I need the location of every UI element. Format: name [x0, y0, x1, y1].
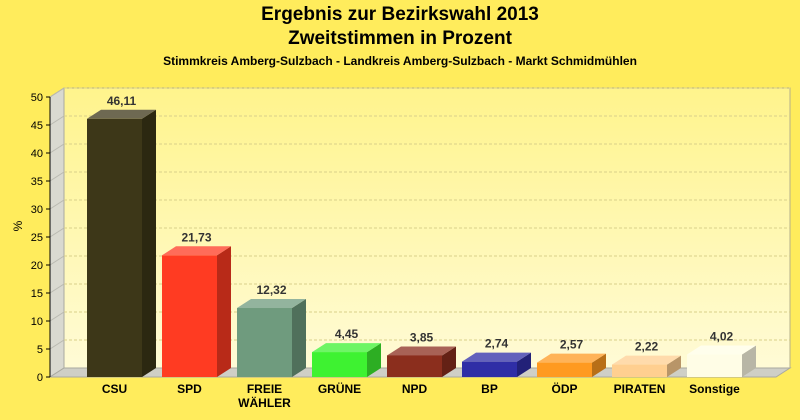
x-tick-label: WÄHLER: [238, 395, 291, 410]
data-label: 21,73: [181, 230, 211, 244]
bar-side: [667, 355, 681, 377]
bar-top: [462, 352, 531, 362]
grid-line-wall: [49, 143, 65, 154]
bar-side: [442, 346, 456, 377]
y-tick-label: 25: [31, 232, 43, 244]
bar-front: [162, 255, 217, 377]
bar-side: [292, 299, 306, 377]
y-tick-label: 15: [31, 288, 43, 300]
y-tick-label: 10: [31, 316, 43, 328]
bar-front: [612, 364, 667, 377]
grid-line-wall: [49, 283, 65, 294]
bar-side: [142, 109, 156, 377]
bar-csu: [87, 109, 156, 377]
bar-top: [237, 299, 306, 309]
grid-line-wall: [49, 311, 65, 322]
bar-bp: [462, 352, 531, 377]
bar-spd: [162, 246, 231, 377]
x-tick-label: GRÜNE: [318, 381, 361, 396]
bar-front: [537, 362, 592, 377]
bar-front: [312, 352, 367, 377]
x-tick-label: BP: [481, 382, 498, 396]
bar-side: [742, 345, 756, 377]
x-tick-label: CSU: [102, 382, 127, 396]
x-tick-label: NPD: [402, 382, 428, 396]
x-tick-label: FREIE: [247, 382, 282, 396]
bar-top: [687, 345, 756, 355]
bar-grüne: [312, 343, 381, 377]
bar-top: [612, 355, 681, 365]
y-tick-label: 5: [37, 344, 43, 356]
y-tick-label: 45: [31, 120, 43, 132]
grid-line-wall: [49, 171, 65, 182]
bar-side: [517, 352, 531, 377]
grid-line-wall: [49, 227, 65, 238]
bar-side: [217, 246, 231, 377]
chart-subtitle: Zweitstimmen in Prozent: [288, 28, 512, 49]
bar-side: [592, 353, 606, 377]
bar-sonstige: [687, 345, 756, 377]
x-tick-label: ÖDP: [551, 381, 577, 396]
bar-top: [312, 343, 381, 353]
bar-freie-wähler: [237, 299, 306, 377]
bar-top: [537, 353, 606, 363]
bar-top: [162, 246, 231, 256]
data-label: 12,32: [256, 283, 286, 297]
grid-line-wall: [49, 87, 65, 98]
data-label: 2,74: [485, 337, 509, 351]
bar-front: [387, 355, 442, 377]
data-label: 46,11: [107, 94, 137, 108]
chart-title: Ergebnis zur Bezirkswahl 2013: [261, 4, 539, 25]
y-tick-label: 30: [31, 204, 43, 216]
chart-region: Stimmkreis Amberg-Sulzbach - Landkreis A…: [163, 54, 637, 68]
bar-top: [387, 346, 456, 356]
data-label: 4,02: [710, 329, 734, 343]
bar-front: [687, 354, 742, 377]
bar-front: [87, 118, 142, 377]
bar-side: [367, 343, 381, 377]
bar-ödp: [537, 353, 606, 377]
grid-line-wall: [49, 339, 65, 350]
y-tick-label: 50: [31, 92, 43, 104]
y-axis-label: %: [11, 220, 25, 231]
y-tick-label: 20: [31, 260, 43, 272]
grid-line-wall: [49, 255, 65, 266]
bar-front: [237, 308, 292, 377]
bar-npd: [387, 346, 456, 377]
data-label: 3,85: [410, 330, 434, 344]
y-tick-label: 0: [37, 372, 43, 384]
bar-piraten: [612, 355, 681, 377]
y-tick-label: 40: [31, 148, 43, 160]
grid-line-wall: [49, 115, 65, 126]
x-tick-label: Sonstige: [689, 382, 740, 396]
bar-front: [462, 361, 517, 377]
x-tick-label: PIRATEN: [614, 382, 666, 396]
x-tick-label: SPD: [177, 382, 202, 396]
data-label: 4,45: [335, 327, 359, 341]
grid-line-wall: [49, 199, 65, 210]
y-tick-label: 35: [31, 176, 43, 188]
data-label: 2,22: [635, 340, 659, 354]
bar-top: [87, 109, 156, 119]
data-label: 2,57: [560, 338, 584, 352]
